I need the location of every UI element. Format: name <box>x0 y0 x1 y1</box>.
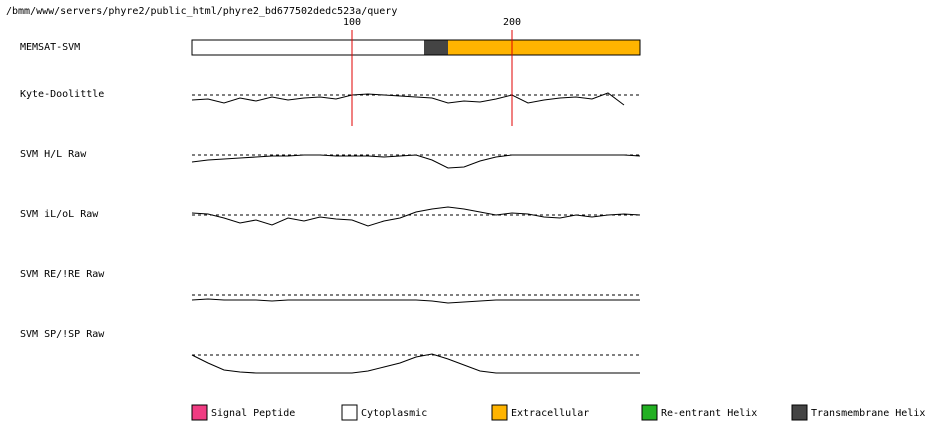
segment <box>424 40 448 55</box>
trace <box>191 154 641 169</box>
segment <box>448 40 640 55</box>
legend-label: Transmembrane Helix <box>811 408 925 419</box>
bar-label: MEMSAT-SVM <box>20 42 80 53</box>
legend-swatch <box>641 404 658 421</box>
x-tick-label: 200 <box>503 17 521 28</box>
legend-label: Re-entrant Helix <box>661 408 757 419</box>
legend-swatch <box>491 404 508 421</box>
track-label: Kyte-Doolittle <box>20 89 104 100</box>
legend-swatch <box>791 404 808 421</box>
trace <box>191 206 641 227</box>
trace <box>191 353 640 374</box>
track-label: SVM H/L Raw <box>20 149 87 160</box>
x-tick-label: 100 <box>343 17 361 28</box>
legend-swatch <box>341 404 358 421</box>
track-label: SVM RE/!RE Raw <box>20 269 105 280</box>
legend-label: Extracellular <box>511 408 589 419</box>
segment <box>192 40 424 55</box>
track-label: SVM SP/!SP Raw <box>20 329 105 340</box>
trace <box>191 92 625 106</box>
trace <box>191 298 640 304</box>
legend-label: Cytoplasmic <box>361 408 427 419</box>
track-label: SVM iL/oL Raw <box>20 209 99 220</box>
chart-title: /bmm/www/servers/phyre2/public_html/phyr… <box>6 6 397 17</box>
legend-swatch <box>191 404 208 421</box>
legend-label: Signal Peptide <box>211 408 295 419</box>
bar-outline <box>191 39 641 56</box>
